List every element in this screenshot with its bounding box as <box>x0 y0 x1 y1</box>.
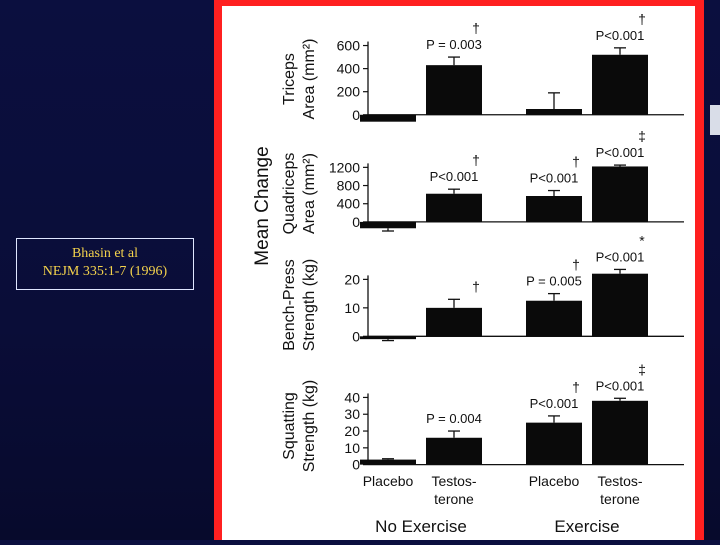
panel-2-annotation-1-symbol: † <box>572 257 580 273</box>
panel-2-bar-3 <box>592 273 648 337</box>
panel-2-ylabel-line-1: Strength (kg) <box>301 259 318 351</box>
panel-0-annotation-1-symbol: † <box>638 11 646 27</box>
panel-2-annotation-2-text: P<0.001 <box>596 249 645 264</box>
panel-3-bar-3 <box>592 400 648 465</box>
category-label-3-line-1: terone <box>600 491 640 507</box>
decorative-tab <box>710 105 720 135</box>
panel-3-annotation-2-text: P<0.001 <box>596 378 645 393</box>
panel-0-tick-label-1: 200 <box>337 84 361 100</box>
panel-1-tick-label-1: 400 <box>337 196 361 212</box>
panel-3-tick-label-0: 0 <box>352 457 360 473</box>
panel-1-annotation-2-text: P<0.001 <box>596 145 645 160</box>
shared-y-axis-label: Mean Change <box>252 146 273 265</box>
panel-2-annotation-0-symbol: † <box>472 278 480 294</box>
panel-1-tick-label-0: 0 <box>352 214 360 230</box>
citation-box: Bhasin et al NEJM 335:1-7 (1996) <box>16 238 194 290</box>
panel-1-annotation-2-symbol: ‡ <box>638 128 646 144</box>
panel-1-tick-label-3: 1200 <box>329 159 360 175</box>
panel-1-bar-2 <box>526 196 582 222</box>
citation-reference: NEJM 335:1-7 (1996) <box>42 264 168 279</box>
category-label-1-line-0: Testos- <box>431 473 476 489</box>
panel-3-annotation-1-symbol: † <box>572 379 580 395</box>
panel-1-annotation-0-symbol: † <box>472 152 480 168</box>
panel-0-bar-2 <box>526 109 582 115</box>
panel-3-tick-label-4: 40 <box>344 389 360 405</box>
panel-1-annotation-0-text: P<0.001 <box>430 169 479 184</box>
panel-2-bar-1 <box>426 307 482 337</box>
panel-3-annotation-2-symbol: ‡ <box>638 361 646 377</box>
panel-0-tick-label-3: 600 <box>337 38 361 54</box>
panel-0-ylabel-line-0: Triceps <box>281 53 298 105</box>
panel-2-bar-2 <box>526 300 582 337</box>
panel-3-ylabel-line-1: Strength (kg) <box>301 380 318 472</box>
panel-1-bar-1 <box>426 193 482 222</box>
panel-0-ylabel-line-1: Area (mm²) <box>301 39 318 120</box>
group-label-1: Exercise <box>554 517 619 536</box>
panel-2-bar-0 <box>360 336 416 340</box>
panel-2-annotation-1-text: P = 0.005 <box>526 274 582 289</box>
panel-0-tick-label-0: 0 <box>352 107 360 123</box>
panel-0-tick-label-2: 400 <box>337 61 361 77</box>
panel-1-annotation-1-symbol: † <box>572 154 580 170</box>
panel-2-tick-label-2: 20 <box>344 271 360 287</box>
panel-1-annotation-1-text: P<0.001 <box>530 171 579 186</box>
panel-0-bar-3 <box>592 54 648 115</box>
panel-1-ylabel-line-0: Quadriceps <box>281 153 298 235</box>
panel-3-tick-label-3: 30 <box>344 406 360 422</box>
panel-3-tick-label-2: 20 <box>344 423 360 439</box>
panel-3-bar-1 <box>426 437 482 465</box>
panel-0-bar-1 <box>426 65 482 115</box>
panel-2-ylabel-line-0: Bench-Press <box>281 259 298 351</box>
panel-1-tick-label-2: 800 <box>337 178 361 194</box>
panel-3-bar-0 <box>360 459 416 465</box>
category-label-3-line-0: Testos- <box>597 473 642 489</box>
panel-3-ylabel-line-0: Squatting <box>281 392 298 460</box>
citation-authors: Bhasin et al <box>71 246 139 261</box>
panel-3-tick-label-1: 10 <box>344 440 360 456</box>
panel-3-annotation-0-text: P = 0.004 <box>426 411 482 426</box>
panel-2-annotation-2-symbol: * <box>639 232 645 248</box>
panel-0-annotation-0-text: P = 0.003 <box>426 37 482 52</box>
category-label-2-line-0: Placebo <box>529 473 580 489</box>
group-label-0: No Exercise <box>375 517 467 536</box>
panel-2-tick-label-1: 10 <box>344 300 360 316</box>
panel-0-annotation-1-text: P<0.001 <box>596 28 645 43</box>
panel-3-bar-2 <box>526 422 582 465</box>
panel-1-bar-3 <box>592 166 648 222</box>
panel-0-bar-0 <box>360 114 416 122</box>
panel-1-ylabel-line-1: Area (mm²) <box>301 153 318 234</box>
panel-2-tick-label-0: 0 <box>352 328 360 344</box>
panel-0-annotation-0-symbol: † <box>472 20 480 36</box>
figure-paper: Mean Change Triceps Area (mm²) 0 200 400 600 P … <box>222 6 695 540</box>
panel-3-annotation-1-text: P<0.001 <box>530 396 579 411</box>
panel-1-bar-0 <box>360 221 416 229</box>
category-label-1-line-1: terone <box>434 491 474 507</box>
category-label-0-line-0: Placebo <box>363 473 414 489</box>
